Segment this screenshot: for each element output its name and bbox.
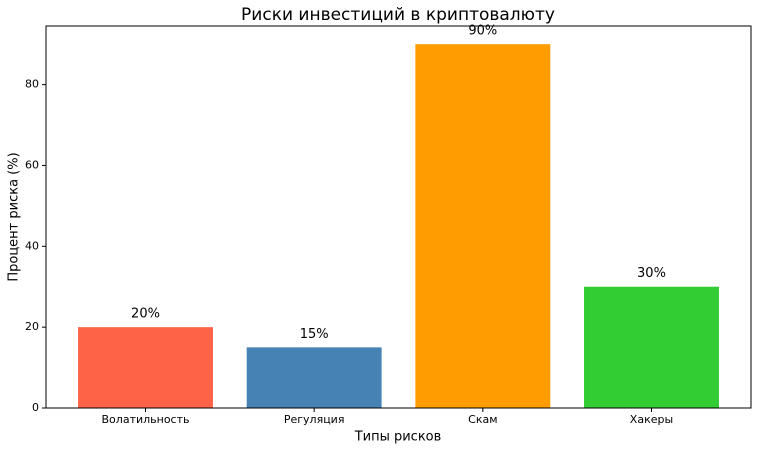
y-tick-label: 60 xyxy=(25,158,39,171)
value-label: 90% xyxy=(468,24,497,39)
y-tick-label: 0 xyxy=(32,401,39,414)
bar xyxy=(415,44,551,408)
y-tick-label: 20 xyxy=(25,320,39,333)
x-tick-label: Волатильность xyxy=(102,413,190,426)
plot-frame xyxy=(45,25,752,409)
x-tick-label: Хакеры xyxy=(630,413,673,426)
y-tick-label: 80 xyxy=(25,78,39,91)
value-label: 15% xyxy=(300,327,329,342)
y-axis-label: Процент риска (%) xyxy=(7,152,22,281)
chart-title: Риски инвестиций в криптовалюту xyxy=(241,5,555,25)
y-tick-label: 40 xyxy=(25,239,39,252)
x-tick-label: Регуляция xyxy=(284,413,345,426)
value-label: 20% xyxy=(131,307,160,322)
value-label: 30% xyxy=(637,266,666,281)
bar xyxy=(78,327,213,408)
bar xyxy=(246,347,382,408)
x-axis-label: Типы рисков xyxy=(354,430,442,445)
x-tick-label: Скам xyxy=(468,413,497,426)
bar xyxy=(584,286,719,408)
